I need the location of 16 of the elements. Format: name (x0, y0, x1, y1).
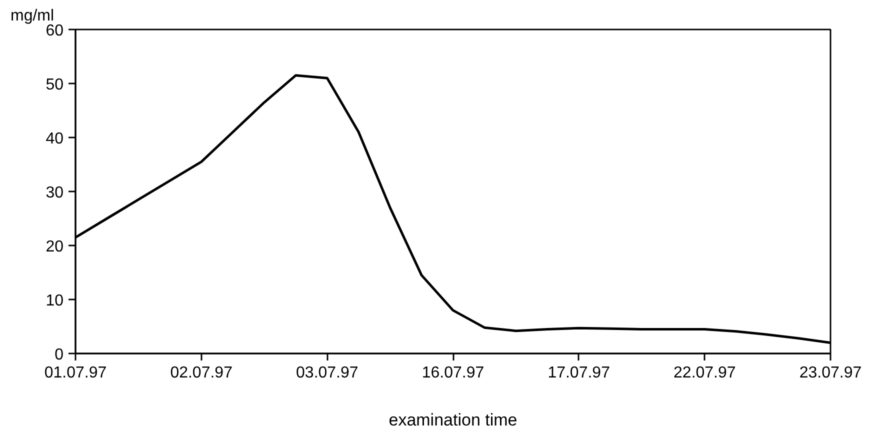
x-tick-label: 01.07.97 (44, 364, 107, 382)
x-axis-title: examination time (388, 410, 518, 430)
x-tick-label: 23.07.97 (799, 364, 862, 382)
y-tick-label: 10 (46, 292, 64, 310)
x-tick-label: 16.07.97 (422, 364, 484, 382)
y-axis-title: mg/ml (10, 8, 54, 24)
y-tick-label: 30 (46, 184, 64, 202)
x-tick-label: 03.07.97 (296, 364, 358, 382)
y-tick-label: 0 (54, 346, 64, 364)
y-tick-label: 40 (46, 130, 64, 148)
y-tick-label: 60 (46, 22, 64, 40)
x-tick-label: 02.07.97 (170, 364, 233, 382)
x-tick-label: 22.07.97 (674, 364, 736, 382)
y-tick-label: 20 (46, 238, 64, 256)
x-tick-label: 17.07.97 (548, 364, 610, 382)
y-tick-label: 50 (46, 76, 64, 94)
